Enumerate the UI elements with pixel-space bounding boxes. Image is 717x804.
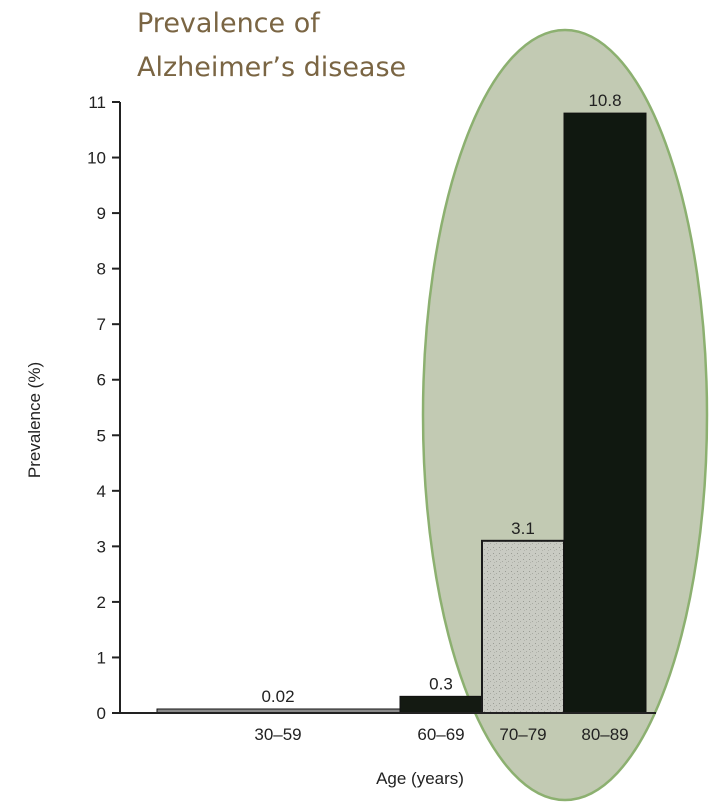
y-tick-label-0: 0 <box>97 704 106 723</box>
y-axis-label: Prevalence (%) <box>25 362 44 478</box>
x-tick-label-30–59: 30–59 <box>254 725 301 744</box>
y-tick-label-2: 2 <box>97 593 106 612</box>
x-tick-label-80–89: 80–89 <box>581 725 628 744</box>
y-tick-label-9: 9 <box>97 204 106 223</box>
data-label-70–79: 3.1 <box>511 519 535 538</box>
y-tick-label-8: 8 <box>97 260 106 279</box>
bar-80–89 <box>563 112 647 714</box>
x-axis-label: Age (years) <box>376 769 464 788</box>
bar-70–79 <box>481 539 565 714</box>
y-tick-label-10: 10 <box>87 149 106 168</box>
y-tick-label-11: 11 <box>88 93 106 112</box>
y-tick-label-5: 5 <box>97 426 106 445</box>
y-tick-label-7: 7 <box>97 315 106 334</box>
y-tick-label-4: 4 <box>97 482 106 501</box>
x-tick-label-60–69: 60–69 <box>417 725 464 744</box>
chart-title: Prevalence of Alzheimer’s disease <box>137 2 406 90</box>
data-label-80–89: 10.8 <box>588 91 621 110</box>
y-tick-label-1: 1 <box>97 648 106 667</box>
chart-title-line-2: Alzheimer’s disease <box>137 52 407 83</box>
data-label-60–69: 0.3 <box>429 674 453 693</box>
bar-60–69 <box>399 695 483 714</box>
chart-title-line-1: Prevalence of <box>137 8 320 39</box>
y-tick-label-6: 6 <box>97 371 106 390</box>
data-label-30–59: 0.02 <box>261 687 294 706</box>
x-tick-label-70–79: 70–79 <box>499 725 546 744</box>
y-tick-label-3: 3 <box>97 537 106 556</box>
